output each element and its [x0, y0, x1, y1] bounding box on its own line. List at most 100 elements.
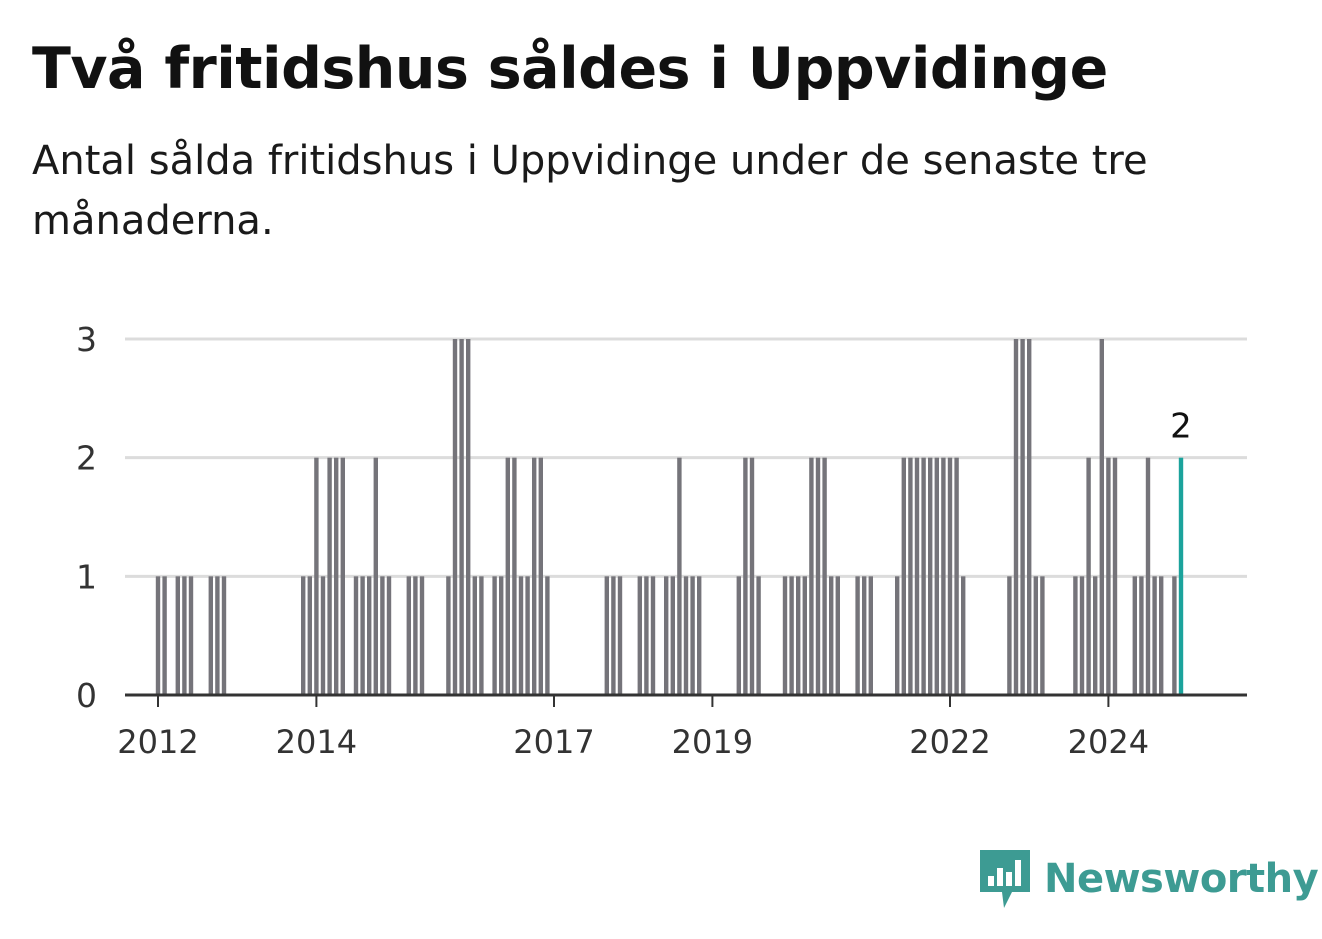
bar [921, 457, 926, 695]
bar [941, 457, 946, 695]
x-tick-label: 2017 [513, 723, 594, 761]
bar [961, 576, 966, 695]
newsworthy-logo: Newsworthy [980, 848, 1319, 910]
bar [314, 457, 319, 695]
bar [677, 457, 682, 695]
bar [895, 576, 900, 695]
bar [736, 576, 741, 695]
x-tick-labels: 2012 2014 2017 2019 2022 2024 [117, 695, 1149, 761]
bar [789, 576, 794, 695]
bar [1073, 576, 1078, 695]
bar [756, 576, 761, 695]
bar [215, 576, 220, 695]
bar [604, 576, 609, 695]
bar [1007, 576, 1012, 695]
bar [835, 576, 840, 695]
bar [670, 576, 675, 695]
x-tick-label: 2012 [117, 723, 198, 761]
bar [802, 576, 807, 695]
bar [664, 576, 669, 695]
bar [301, 576, 306, 695]
bar [419, 576, 425, 695]
bar [505, 457, 510, 695]
bar [650, 576, 656, 695]
gridlines [125, 337, 1247, 578]
bar [327, 457, 332, 695]
bar [538, 457, 543, 695]
bar [697, 576, 702, 695]
y-tick-label: 2 [76, 439, 97, 478]
bar [928, 457, 933, 695]
bar [690, 576, 695, 695]
bar [360, 576, 365, 695]
bar [611, 576, 616, 695]
chart-subtitle: Antal sålda fritidshus i Uppvidinge unde… [32, 138, 1148, 244]
bar [466, 339, 471, 695]
bar [914, 457, 920, 695]
bar [908, 457, 913, 695]
bar [749, 457, 755, 695]
bar [901, 457, 906, 695]
bar [499, 576, 504, 695]
bar [868, 576, 873, 695]
x-tick-label: 2024 [1068, 723, 1149, 761]
bar [380, 576, 385, 695]
bar [1145, 457, 1151, 695]
y-tick-labels: 0 1 2 3 [76, 320, 97, 715]
bar [182, 576, 187, 695]
bar [155, 576, 161, 695]
bar [545, 576, 550, 695]
chart-title: Två fritidshus såldes i Uppvidinge [32, 36, 1108, 102]
bar [512, 457, 517, 695]
bar [815, 457, 821, 695]
bar [479, 576, 484, 695]
bar [386, 576, 392, 695]
bar [340, 457, 345, 695]
bar [947, 457, 953, 695]
bar [518, 576, 524, 695]
bar [855, 576, 860, 695]
x-tick-label: 2022 [909, 723, 990, 761]
bar [188, 576, 194, 695]
bar [954, 457, 959, 695]
bar [1040, 576, 1045, 695]
bar [1013, 339, 1019, 695]
bar [1139, 576, 1144, 695]
bar [637, 576, 642, 695]
data-labels: 2 [1170, 407, 1192, 447]
bar [459, 339, 464, 695]
y-tick-label: 0 [76, 676, 97, 715]
bar [353, 576, 359, 695]
bar [862, 576, 867, 695]
bar [334, 457, 339, 695]
bar [413, 576, 418, 695]
bar [1099, 339, 1104, 695]
bar [1093, 576, 1098, 695]
bar [1033, 576, 1038, 695]
bar [796, 576, 801, 695]
bar-chart-speech-bubble-icon [980, 850, 1030, 908]
bar [162, 576, 167, 695]
bar [208, 576, 213, 695]
bar [221, 576, 227, 695]
bar [809, 457, 814, 695]
bar [406, 576, 411, 695]
last-value-label: 2 [1170, 407, 1192, 447]
bar [782, 576, 788, 695]
bar [1079, 576, 1085, 695]
bar-highlighted [1178, 457, 1184, 695]
bar [446, 576, 451, 695]
bar [1112, 457, 1118, 695]
bar [822, 457, 827, 695]
bar [644, 576, 649, 695]
bar [320, 576, 326, 695]
bar [1086, 457, 1091, 695]
bar [1159, 576, 1164, 695]
bar [175, 576, 180, 695]
bar [367, 576, 372, 695]
bar [373, 457, 378, 695]
x-tick-label: 2014 [276, 723, 357, 761]
bar [452, 339, 458, 695]
bar [525, 576, 530, 695]
